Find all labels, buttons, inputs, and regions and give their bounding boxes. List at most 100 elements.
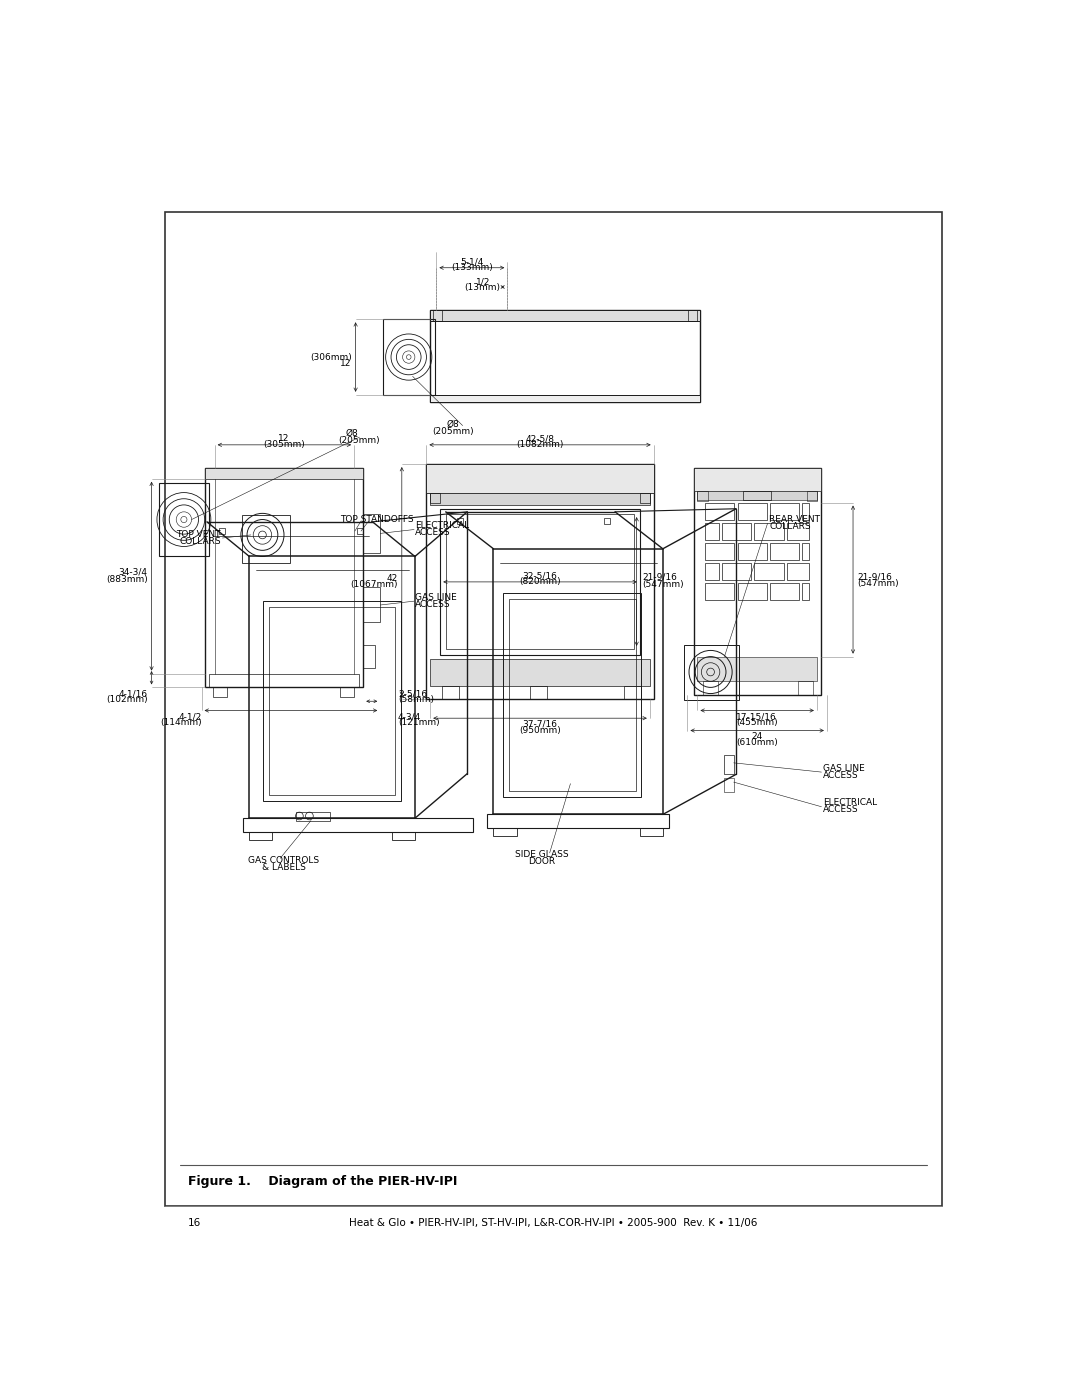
Bar	[205, 468, 363, 479]
Text: (205mm): (205mm)	[339, 436, 380, 444]
Text: 4-1/2: 4-1/2	[178, 712, 202, 721]
Bar	[705, 522, 719, 539]
Bar	[738, 583, 767, 599]
Bar	[624, 686, 642, 698]
Bar	[802, 542, 809, 560]
Text: (133mm): (133mm)	[451, 263, 492, 272]
Text: 37-7/16: 37-7/16	[522, 719, 557, 729]
Bar	[639, 493, 650, 503]
Text: (883mm): (883mm)	[106, 576, 148, 584]
Bar	[218, 528, 225, 534]
Text: 12: 12	[279, 434, 289, 443]
Bar	[705, 583, 734, 599]
Bar	[725, 756, 733, 774]
Bar	[798, 682, 813, 696]
Text: (820mm): (820mm)	[518, 577, 561, 587]
Text: GAS LINE: GAS LINE	[823, 764, 865, 773]
Text: (205mm): (205mm)	[433, 427, 474, 436]
Text: 42: 42	[387, 574, 397, 583]
Bar	[430, 310, 700, 402]
Bar	[787, 522, 809, 539]
Text: (950mm): (950mm)	[518, 726, 561, 735]
Text: Ø8: Ø8	[346, 429, 359, 437]
Text: & LABELS: & LABELS	[262, 863, 306, 872]
Bar	[427, 464, 653, 493]
Bar	[205, 468, 363, 687]
Text: 4-3/4: 4-3/4	[397, 712, 421, 721]
Bar	[807, 490, 816, 502]
Text: GAS CONTROLS: GAS CONTROLS	[248, 856, 320, 865]
Text: ACCESS: ACCESS	[823, 771, 859, 780]
Text: ELECTRICAL: ELECTRICAL	[415, 521, 469, 531]
Text: (1082mm): (1082mm)	[516, 440, 564, 448]
Bar	[249, 833, 272, 840]
Bar	[427, 464, 653, 698]
Bar	[770, 503, 799, 520]
Bar	[755, 522, 784, 539]
Text: COLLARS: COLLARS	[179, 536, 220, 546]
Bar	[705, 563, 719, 580]
Text: (306mm): (306mm)	[310, 352, 352, 362]
Text: 16: 16	[188, 1218, 201, 1228]
Text: COLLARS: COLLARS	[769, 522, 811, 531]
Text: 2-5/16: 2-5/16	[397, 689, 427, 698]
Text: (305mm): (305mm)	[264, 440, 305, 448]
Bar	[693, 468, 821, 696]
Bar	[705, 542, 734, 560]
Text: ELECTRICAL: ELECTRICAL	[823, 799, 877, 807]
Text: Figure 1.    Diagram of the PIER-HV-IPI: Figure 1. Diagram of the PIER-HV-IPI	[188, 1175, 457, 1189]
Bar	[703, 682, 718, 696]
Text: 1/2: 1/2	[475, 277, 490, 286]
Bar	[446, 514, 634, 648]
Bar	[693, 468, 821, 490]
Bar	[487, 814, 669, 828]
Bar	[688, 310, 698, 321]
Text: (58mm): (58mm)	[397, 696, 434, 704]
Text: DOOR: DOOR	[528, 856, 555, 866]
Text: (121mm): (121mm)	[397, 718, 440, 728]
Bar	[210, 673, 360, 687]
Bar	[684, 645, 739, 700]
Bar	[723, 563, 752, 580]
Text: 34-3/4: 34-3/4	[119, 567, 148, 577]
Bar	[340, 687, 354, 697]
Text: SIDE GLASS: SIDE GLASS	[515, 849, 569, 859]
Bar	[738, 542, 767, 560]
Text: (114mm): (114mm)	[160, 718, 202, 728]
Text: 4-1/16: 4-1/16	[119, 689, 148, 698]
Text: (13mm): (13mm)	[464, 284, 501, 292]
Text: 12: 12	[340, 359, 352, 369]
Bar	[296, 812, 330, 821]
Bar	[433, 310, 442, 321]
Bar	[392, 833, 415, 840]
Bar	[502, 594, 642, 798]
Bar	[770, 542, 799, 560]
Bar	[442, 686, 459, 698]
Bar	[430, 493, 441, 503]
Text: (547mm): (547mm)	[642, 580, 684, 588]
Bar	[639, 828, 663, 835]
Bar	[743, 490, 771, 500]
Bar	[770, 583, 799, 599]
Text: 24: 24	[752, 732, 762, 742]
Text: TOP STANDOFFS: TOP STANDOFFS	[339, 515, 414, 524]
Bar	[363, 587, 380, 622]
Bar	[430, 310, 700, 321]
Text: REAR VENT: REAR VENT	[769, 515, 820, 524]
Text: Ø8: Ø8	[447, 419, 460, 429]
Bar	[264, 601, 401, 802]
Bar	[604, 518, 610, 524]
Bar	[159, 483, 210, 556]
Bar	[363, 645, 375, 668]
Bar	[430, 493, 650, 504]
Bar	[242, 515, 291, 563]
Bar	[698, 490, 707, 502]
Bar	[430, 395, 700, 402]
Bar	[509, 599, 636, 791]
Text: (455mm): (455mm)	[735, 718, 778, 728]
Text: 17-15/16: 17-15/16	[737, 712, 778, 721]
Text: 5-1/4: 5-1/4	[460, 257, 484, 265]
Bar	[723, 522, 752, 539]
Bar	[243, 819, 473, 833]
Text: 21-9/16: 21-9/16	[642, 573, 677, 581]
